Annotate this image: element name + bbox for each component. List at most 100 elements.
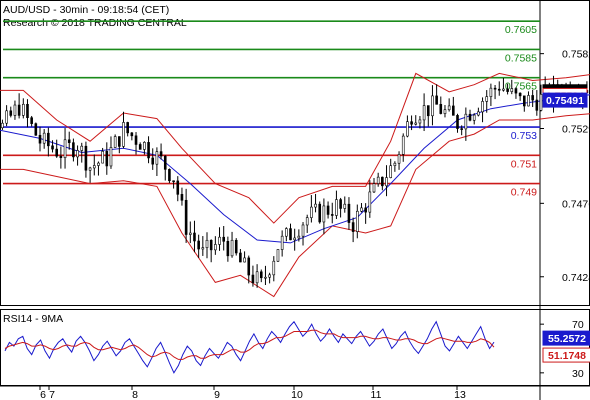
candle-body: [406, 121, 409, 137]
candle-body: [63, 139, 67, 158]
candle-body: [401, 135, 405, 155]
candle-body: [126, 122, 129, 134]
candle-body: [305, 217, 309, 226]
candle-body: [251, 274, 255, 284]
candle-body: [301, 224, 305, 237]
rsi-panel: 70 30 55.2572 51.1748: [0, 309, 590, 386]
candle-body: [38, 134, 42, 144]
candle-body: [468, 113, 472, 121]
candle-body: [527, 95, 530, 107]
candle-body: [510, 88, 514, 92]
candle-body: [464, 113, 468, 130]
candle-body: [197, 240, 200, 250]
candle-body: [276, 249, 280, 262]
candle-body: [76, 150, 79, 158]
candle-body: [522, 95, 526, 107]
candle-body: [335, 199, 338, 216]
candle-body: [531, 95, 534, 101]
candle-body: [435, 95, 438, 105]
level-label: 0.751: [511, 158, 537, 170]
candle-body: [472, 114, 476, 121]
candle-body: [147, 142, 150, 159]
candle-body: [214, 244, 217, 251]
candle-body: [230, 239, 234, 257]
candle-body: [51, 145, 54, 150]
candle-body: [397, 154, 401, 164]
candle-body: [151, 157, 155, 165]
candle-body: [109, 147, 113, 167]
candle-body: [485, 96, 489, 102]
candle-body: [355, 210, 359, 232]
candle-body: [122, 122, 125, 147]
candle-body: [26, 103, 29, 118]
candle-body: [264, 276, 267, 279]
rsi-tick-label: 30: [572, 368, 584, 380]
candle-body: [497, 88, 501, 91]
rsi-badge: [542, 330, 590, 346]
candle-body: [452, 105, 455, 116]
candle-body: [201, 247, 205, 250]
candle-body: [280, 235, 284, 250]
candle-body: [310, 206, 313, 218]
candle-body: [184, 199, 188, 235]
rsi-title: RSI14 - 9MA: [3, 313, 63, 325]
rsi-badge: [542, 347, 590, 363]
candle-body: [343, 203, 347, 209]
candle-body: [80, 145, 84, 151]
candle-body: [159, 151, 163, 157]
candle-body: [481, 101, 484, 113]
candle-body: [339, 199, 342, 209]
candle-body: [381, 176, 384, 187]
x-tick-label: 9: [214, 389, 220, 400]
candle-body: [477, 111, 480, 116]
price-badge: [542, 92, 588, 108]
candle-body: [247, 257, 251, 276]
x-tick-label: 10: [291, 389, 303, 400]
candle-body: [105, 151, 109, 167]
candle-body: [101, 151, 104, 164]
candle-body: [180, 194, 184, 201]
candle-body: [443, 109, 447, 114]
candle-body: [255, 271, 259, 284]
candle-body: [138, 144, 142, 150]
candle-body: [535, 99, 539, 111]
candle-body: [456, 115, 459, 129]
candle-body: [34, 123, 38, 136]
candle-body: [113, 136, 117, 148]
candle-body: [239, 252, 242, 263]
candle-body: [330, 214, 334, 216]
candle-body: [222, 236, 225, 242]
rsi-ma-line: [4, 329, 495, 360]
candle-body: [13, 104, 17, 116]
rsi-badge-label: 51.1748: [548, 350, 586, 362]
y-tick-label: 0.7582: [562, 49, 590, 61]
candle-body: [5, 110, 8, 124]
candle-body: [385, 177, 388, 187]
candle-body: [289, 228, 292, 241]
level-label: 0.749: [511, 187, 537, 199]
candle-body: [418, 119, 422, 124]
candle-body: [21, 103, 25, 116]
candle-body: [234, 239, 238, 254]
candle-body: [422, 105, 426, 121]
candle-body: [351, 222, 355, 232]
candle-body: [489, 87, 493, 97]
candle-body: [118, 136, 121, 147]
candle-body: [17, 104, 21, 116]
candle-body: [372, 183, 376, 193]
candle-body: [539, 94, 543, 111]
candle-body: [368, 191, 372, 213]
price-panel-frame: [0, 0, 590, 306]
candle-body: [360, 207, 363, 212]
moving-average-line: [0, 94, 590, 244]
candle-body: [134, 135, 138, 145]
candle-body: [193, 232, 196, 242]
rsi-line: [4, 320, 495, 374]
candle-body: [322, 205, 326, 223]
candle-body: [209, 239, 213, 251]
candle-body: [318, 203, 322, 223]
candle-body: [364, 207, 367, 213]
candle-body: [163, 155, 167, 170]
candle-body: [42, 132, 46, 144]
chart-title: AUD/USD - 30min - 09:18:54 (CET): [3, 4, 169, 16]
